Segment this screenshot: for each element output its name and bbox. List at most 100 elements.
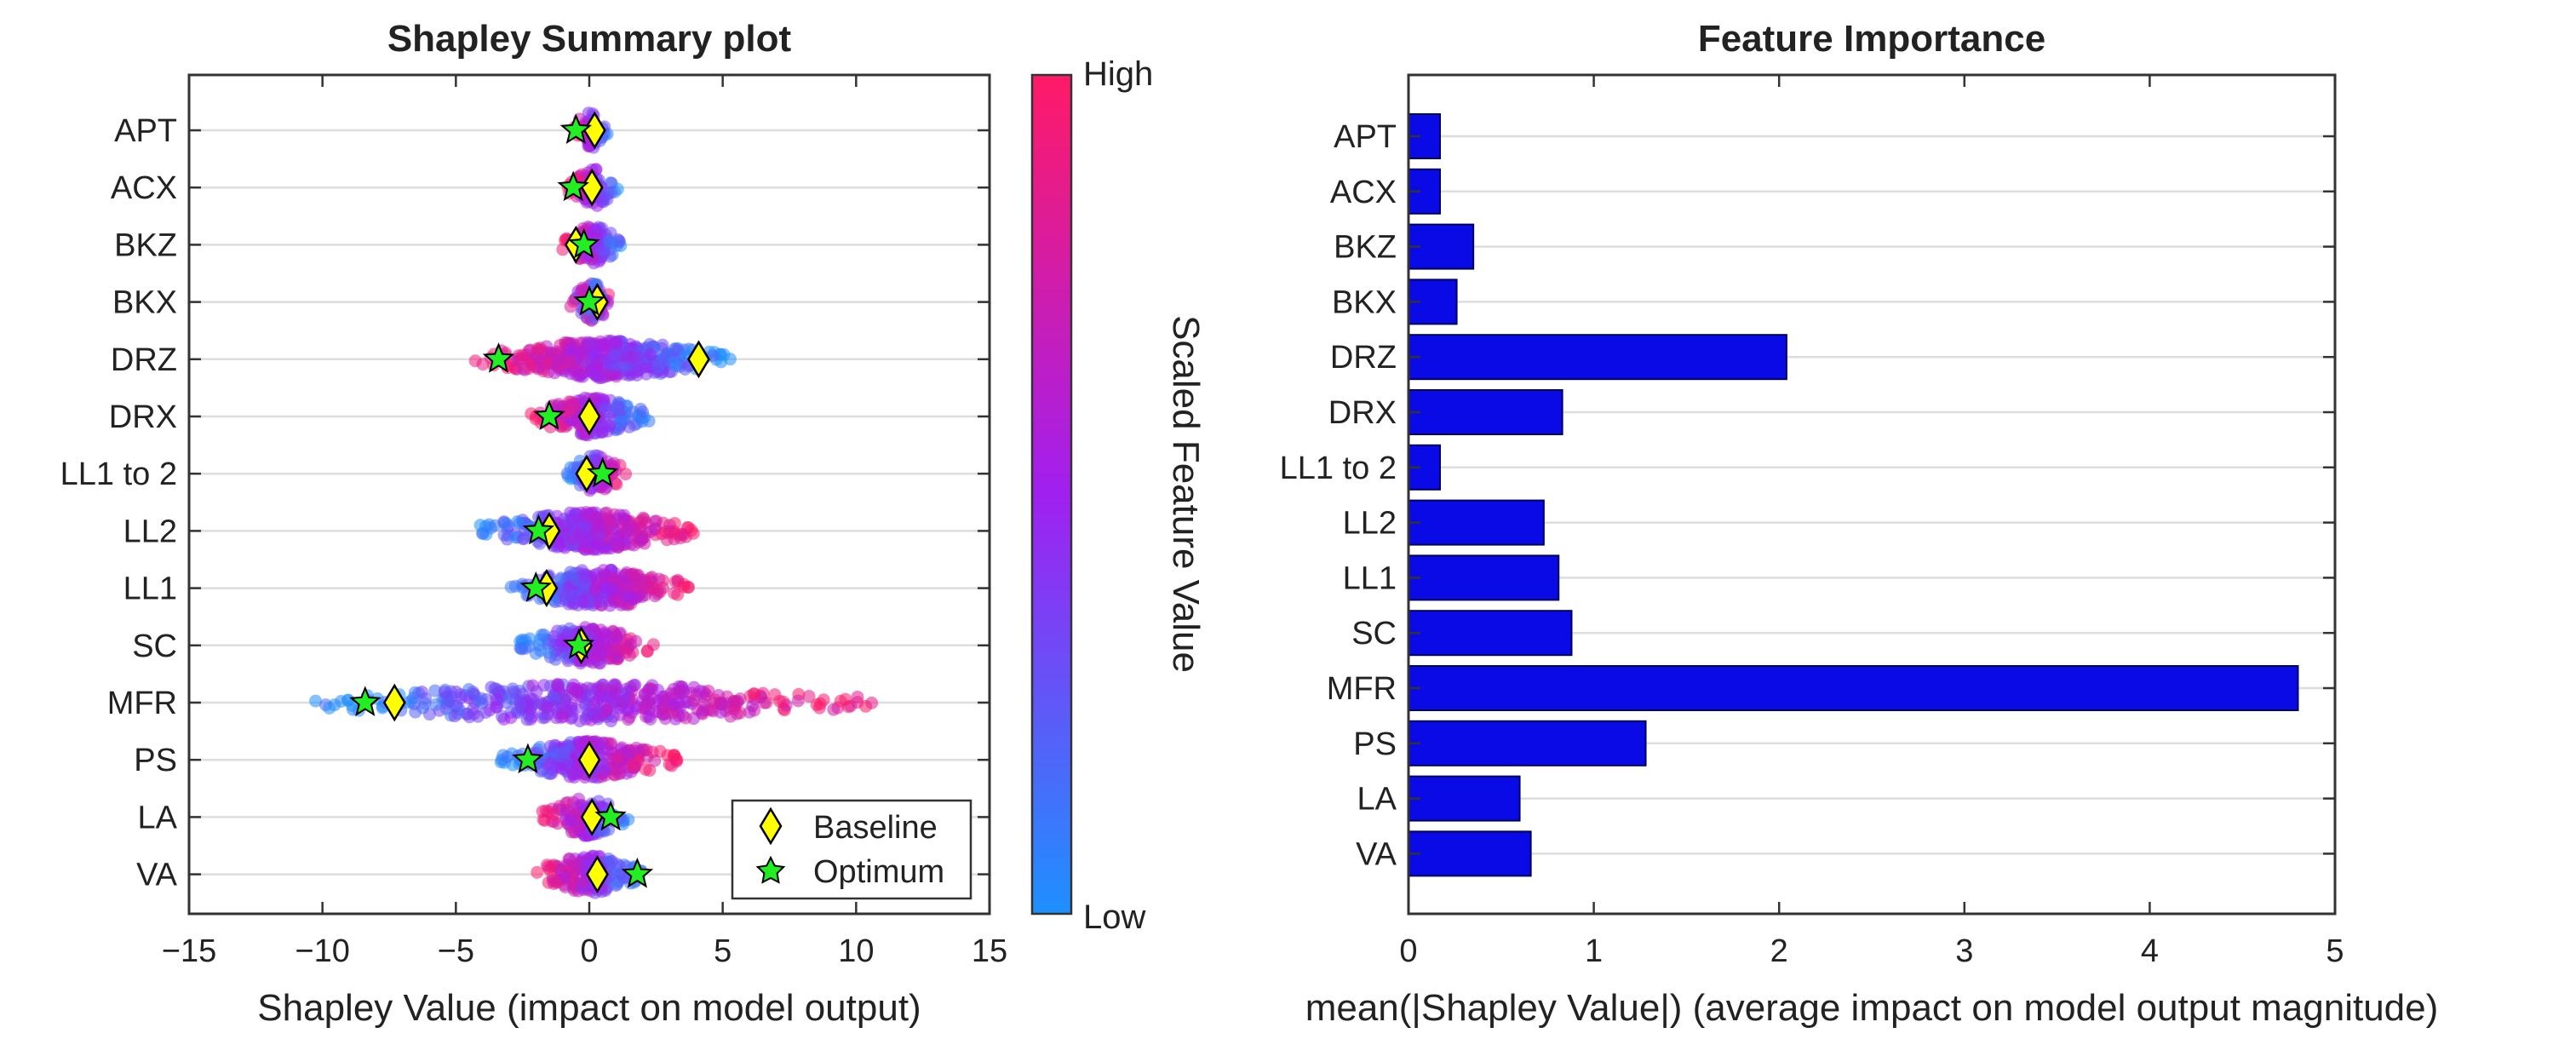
- beeswarm-point: [609, 348, 622, 362]
- beeswarm-point: [589, 454, 603, 468]
- beeswarm-point: [575, 284, 588, 297]
- colorbar-title: Scaled Feature Value: [1165, 315, 1207, 673]
- chart2-y-label-acx: ACX: [1330, 175, 1397, 210]
- beeswarm-point: [598, 568, 611, 582]
- beeswarm-point: [422, 708, 436, 721]
- beeswarm-point: [555, 762, 569, 776]
- beeswarm-point: [610, 651, 623, 664]
- beeswarm-point: [428, 684, 442, 697]
- beeswarm-point: [648, 514, 662, 528]
- beeswarm-point: [542, 646, 555, 659]
- bar-drz: [1408, 334, 1787, 381]
- beeswarm-point: [555, 706, 569, 720]
- colorbar-gradient: [1032, 75, 1071, 914]
- chart1-y-label-drx: DRX: [109, 399, 177, 435]
- beeswarm-point: [448, 709, 462, 723]
- chart1-y-label-acx: ACX: [111, 170, 177, 206]
- beeswarm-point: [629, 741, 643, 755]
- beeswarm-point: [575, 876, 588, 890]
- chart2-bars: [1408, 113, 2299, 877]
- beeswarm-point: [603, 250, 617, 263]
- chart1-y-label-ll1-to-2: LL1 to 2: [60, 456, 177, 492]
- beeswarm-point: [578, 829, 592, 842]
- beeswarm-point: [598, 353, 611, 366]
- beeswarm-point: [593, 691, 606, 704]
- optimum-marker-acx: [557, 170, 589, 202]
- beeswarm-point: [631, 349, 645, 363]
- colorbar-high-label: High: [1083, 55, 1153, 93]
- chart1-x-ticks: −15 −10 −5 0 5 10 15: [162, 75, 1007, 969]
- chart1-y-label-ps: PS: [134, 743, 177, 778]
- chart1-x-tick-label: 5: [714, 933, 731, 969]
- optimum-marker-mfr: [349, 686, 382, 716]
- beeswarm-point: [590, 538, 604, 552]
- beeswarm-point: [791, 694, 805, 708]
- chart1-title: Shapley Summary plot: [387, 18, 792, 60]
- beeswarm-point: [665, 759, 679, 772]
- beeswarm-point: [697, 686, 711, 699]
- bar-drx: [1408, 389, 1563, 435]
- beeswarm-point: [588, 222, 602, 236]
- beeswarm-point: [341, 693, 355, 707]
- beeswarm-point: [663, 519, 676, 532]
- beeswarm-point: [540, 700, 554, 714]
- chart2-y-label-va: VA: [1356, 836, 1397, 872]
- beeswarm-point: [500, 517, 513, 531]
- bar-ps: [1408, 720, 1647, 766]
- baseline-marker-va: [585, 855, 609, 894]
- beeswarm-point: [515, 633, 529, 646]
- beeswarm-point: [577, 571, 591, 585]
- chart2-y-label-apt: APT: [1334, 119, 1397, 155]
- beeswarm-point: [559, 796, 573, 810]
- chart1-y-label-la: LA: [138, 800, 178, 835]
- beeswarm-point: [497, 712, 511, 726]
- beeswarm-point: [612, 767, 626, 781]
- shapley-summary-chart: Shapley Summary plot APT ACX BKZ BKX DRZ DRX L…: [60, 18, 1207, 1029]
- beeswarm-point: [513, 353, 527, 366]
- bar-va: [1408, 830, 1532, 877]
- chart2-x-tick-label: 1: [1585, 933, 1603, 969]
- colorbar: High Low Scaled Feature Value: [1030, 55, 1207, 936]
- chart2-y-tick-labels: APT ACX BKZ BKX DRZ DRX LL1 to 2 LL2 LL1 SC MFR PS L…: [1280, 119, 2335, 872]
- beeswarm-point: [557, 746, 571, 760]
- beeswarm-point: [621, 703, 634, 717]
- beeswarm-point: [598, 763, 611, 777]
- beeswarm-point: [839, 692, 852, 706]
- beeswarm-point: [615, 415, 628, 428]
- beeswarm-point: [516, 687, 530, 701]
- beeswarm-point: [643, 764, 657, 778]
- beeswarm-point: [643, 337, 657, 351]
- beeswarm-point: [617, 526, 631, 540]
- beeswarm-point: [554, 420, 568, 433]
- beeswarm-point: [595, 709, 609, 722]
- chart1-y-label-bkz: BKZ: [114, 227, 177, 263]
- beeswarm-point: [601, 424, 615, 438]
- beeswarm-point: [671, 696, 685, 709]
- beeswarm-point: [777, 695, 790, 709]
- beeswarm-point: [610, 401, 623, 415]
- legend-optimum-label: Optimum: [813, 854, 944, 890]
- beeswarm-ll1: [504, 563, 695, 612]
- beeswarm-point: [612, 235, 626, 249]
- chart1-y-label-sc: SC: [132, 629, 177, 664]
- chart2-x-tick-label: 2: [1770, 933, 1788, 969]
- beeswarm-point: [558, 870, 571, 883]
- chart2-y-label-sc: SC: [1351, 616, 1397, 652]
- chart1-y-label-ll1: LL1: [123, 571, 177, 607]
- bar-la: [1408, 775, 1521, 822]
- chart2-y-label-ll1: LL1: [1343, 560, 1397, 596]
- feature-importance-chart: Feature Importance APT ACX BKZ BKX DRZ DRX LL1…: [1280, 18, 2439, 1029]
- beeswarm-point: [543, 739, 557, 753]
- beeswarm-point: [580, 709, 594, 722]
- optimum-marker-bkz: [568, 227, 600, 259]
- beeswarm-point: [531, 865, 544, 879]
- baseline-marker-drx: [577, 397, 601, 436]
- beeswarm-point: [677, 580, 691, 594]
- beeswarm-point: [748, 687, 761, 701]
- beeswarm-point: [562, 516, 576, 530]
- optimum-marker-ps: [512, 743, 544, 774]
- beeswarm-point: [676, 709, 690, 722]
- beeswarm-point: [594, 647, 607, 661]
- baseline-marker-ll1-to-2: [575, 454, 599, 493]
- beeswarm-point: [558, 692, 571, 706]
